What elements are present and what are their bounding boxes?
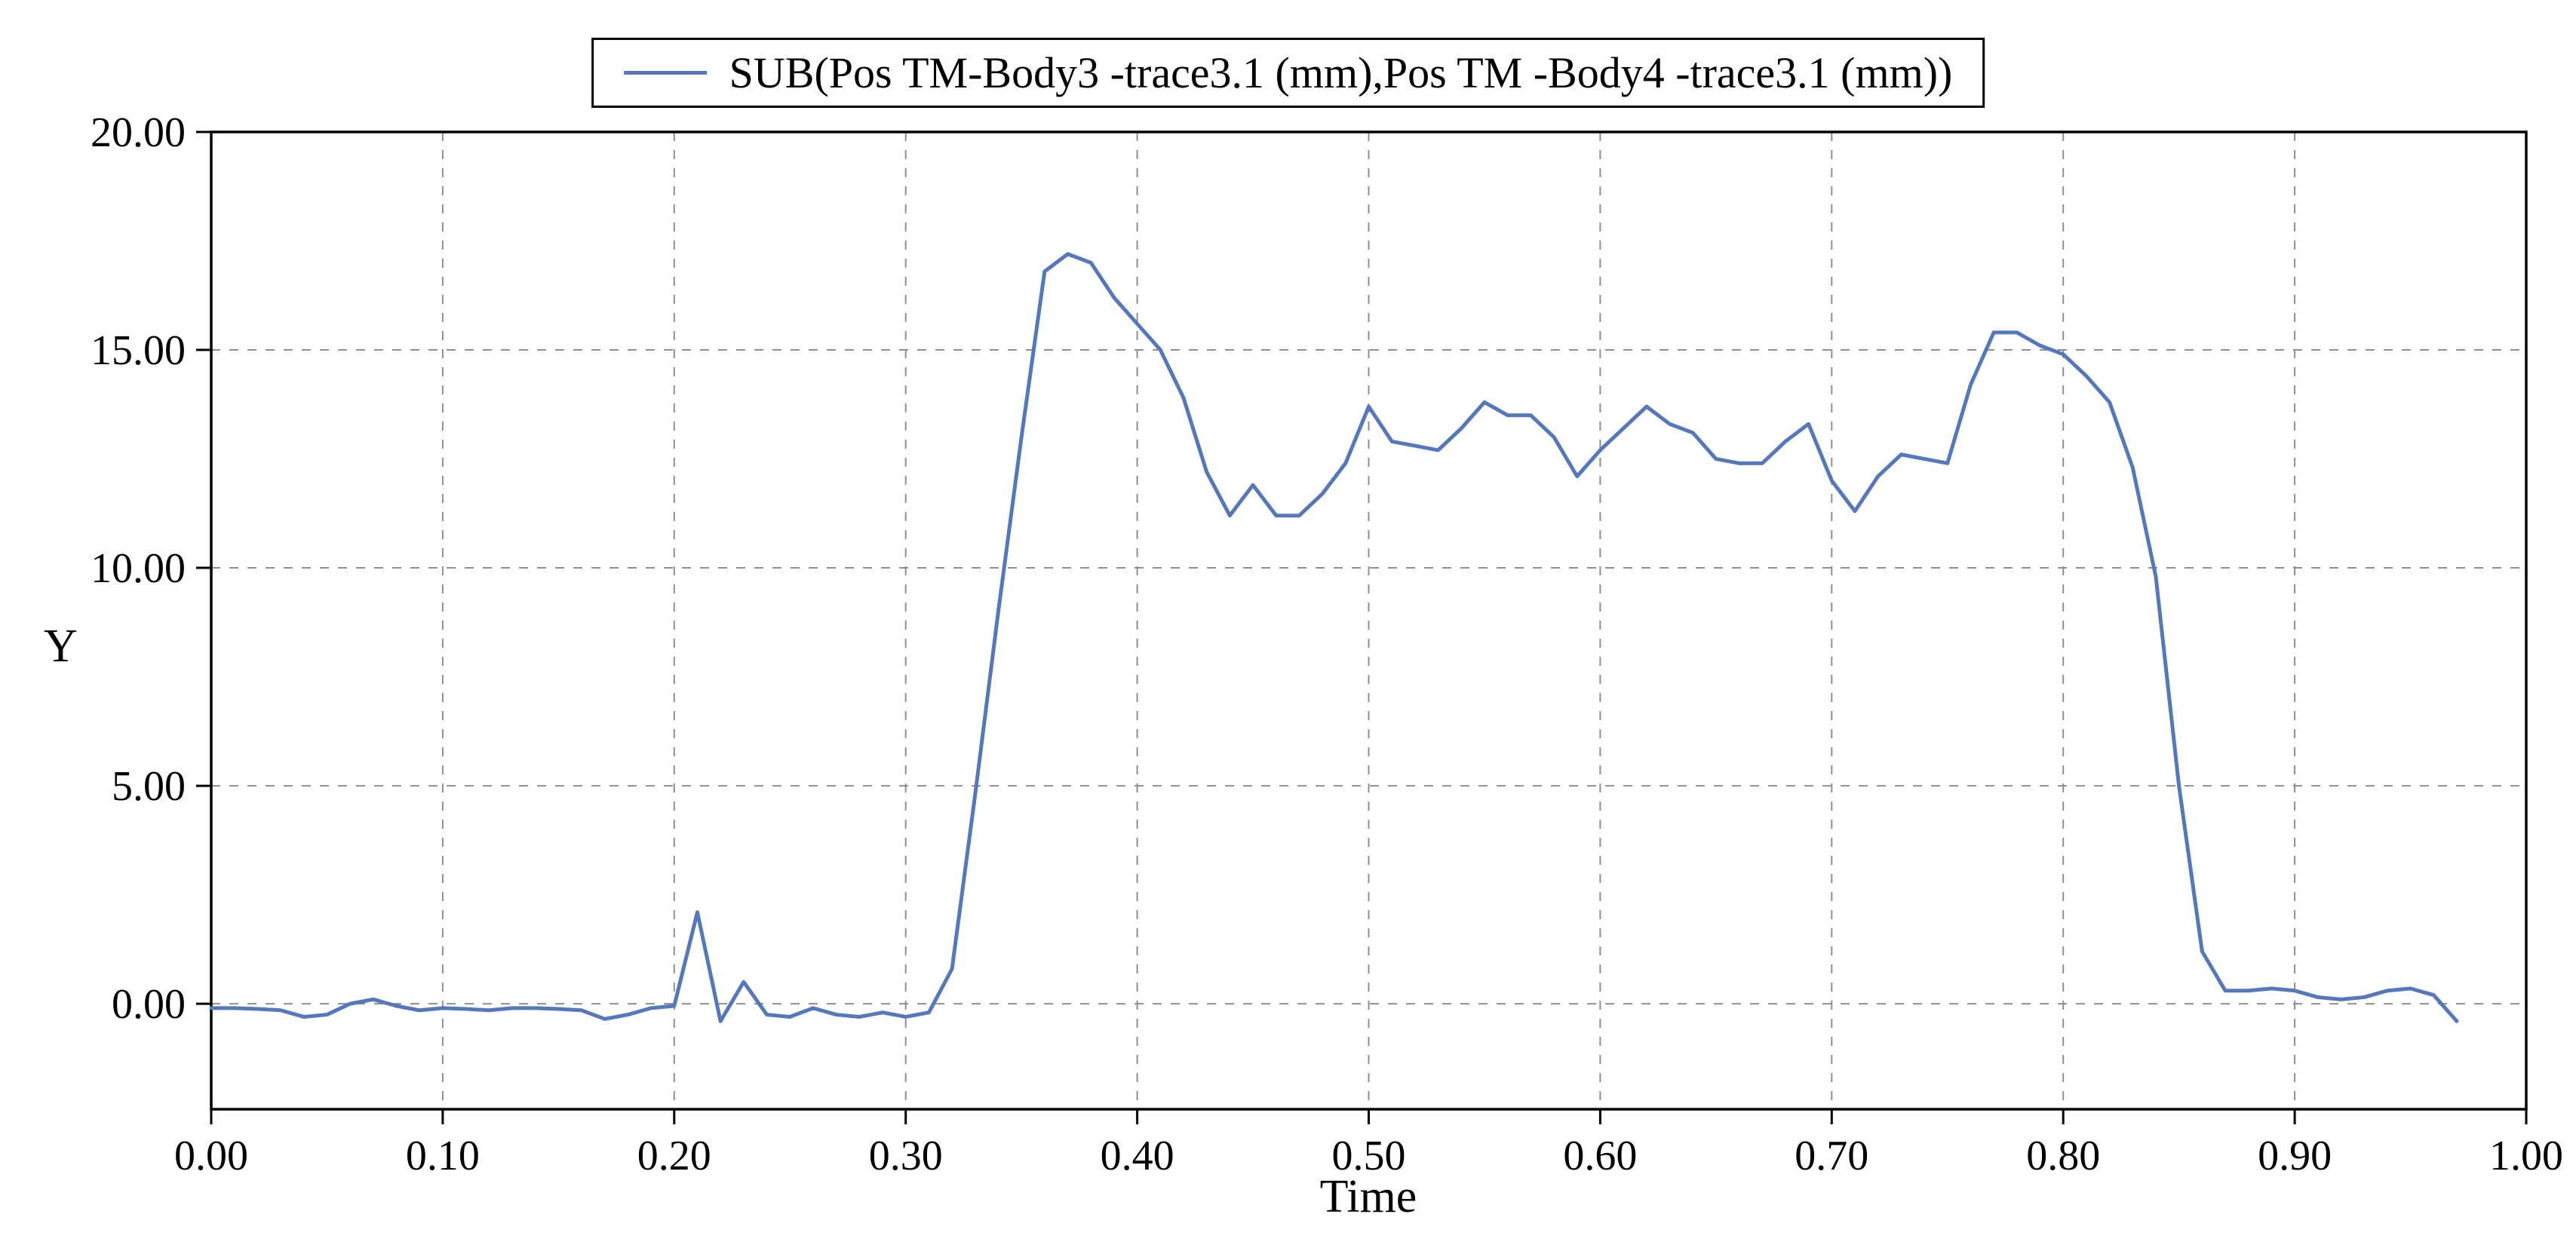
x-tick-label: 0.30	[869, 1133, 943, 1179]
x-tick-label: 0.90	[2258, 1133, 2332, 1179]
x-tick-label: 0.20	[637, 1133, 711, 1179]
plot-frame	[210, 130, 2528, 1111]
x-tick-label: 0.80	[2026, 1133, 2100, 1179]
x-axis-label: Time	[1319, 1171, 1417, 1222]
x-tick-label: 0.60	[1563, 1133, 1637, 1179]
y-axis-label: Y	[44, 621, 78, 672]
legend: SUB(Pos TM-Body3 -trace3.1 (mm),Pos TM -…	[591, 38, 1985, 108]
y-tick-label: 10.00	[91, 545, 186, 592]
x-tick-label: 0.70	[1795, 1133, 1868, 1179]
y-tick-label: 0.00	[112, 981, 186, 1028]
data-line	[209, 252, 2459, 1023]
y-tick-label: 5.00	[112, 763, 186, 810]
x-tick-label: 0.00	[174, 1133, 248, 1179]
legend-line-sample	[623, 71, 707, 75]
y-tick-label: 20.00	[91, 109, 186, 156]
y-tick-label: 15.00	[91, 327, 186, 374]
x-tick-label: 0.50	[1332, 1133, 1406, 1179]
x-tick-label: 0.40	[1101, 1133, 1174, 1179]
x-tick-label: 0.10	[406, 1133, 480, 1179]
x-tick-label: 1.00	[2489, 1133, 2563, 1179]
legend-label: SUB(Pos TM-Body3 -trace3.1 (mm),Pos TM -…	[729, 48, 1953, 97]
